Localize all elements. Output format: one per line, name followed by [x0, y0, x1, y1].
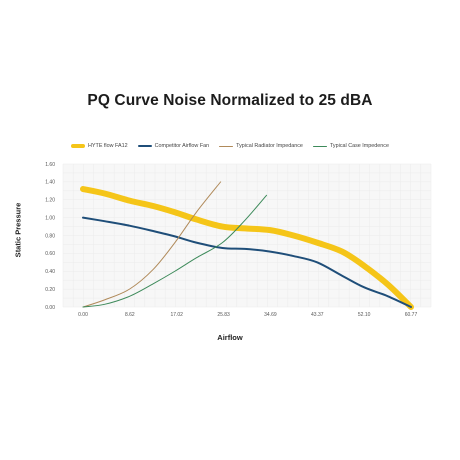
y-tick-label: 1.20	[45, 198, 55, 204]
y-tick-label: 0.80	[45, 233, 55, 239]
x-tick-label: 60.77	[405, 312, 418, 318]
legend-item-series-1: HYTE flow FA12	[71, 143, 128, 149]
x-tick-label: 34.69	[264, 312, 277, 318]
series-line-3	[82, 181, 222, 308]
y-tick-label: 1.40	[45, 180, 55, 186]
legend-label-series-1: HYTE flow FA12	[88, 143, 128, 149]
legend-swatch-series-3	[219, 145, 234, 147]
y-tick-label: 0.00	[45, 305, 55, 311]
chart-title: PQ Curve Noise Normalized to 25 dBA	[87, 92, 373, 109]
chart-legend: HYTE flow FA12 Competitor Airflow Fan Ty…	[0, 143, 460, 149]
legend-item-series-3: Typical Radiator Impedance	[219, 143, 303, 149]
legend-swatch-series-4	[312, 145, 327, 147]
legend-item-series-2: Competitor Airflow Fan	[137, 143, 210, 149]
legend-label-series-3: Typical Radiator Impedance	[236, 143, 303, 149]
y-tick-label: 0.20	[45, 287, 55, 293]
legend-label-series-4: Typical Case Impedence	[329, 143, 389, 149]
x-tick-label: 43.37	[311, 312, 324, 318]
y-tick-label: 0.40	[45, 269, 55, 275]
legend-swatch-series-1	[71, 144, 86, 148]
x-tick-label: 0.00	[78, 312, 88, 318]
x-tick-label: 17.02	[170, 312, 183, 318]
series-line-1	[80, 186, 414, 310]
series-line-2	[82, 216, 412, 308]
x-tick-label: 8.62	[125, 312, 135, 318]
legend-swatch-series-2	[137, 145, 152, 147]
x-tick-label: 25.83	[217, 312, 230, 318]
x-axis-title: Airflow	[217, 333, 243, 342]
series-line-4	[82, 194, 268, 308]
x-tick-label: 52.10	[358, 312, 371, 318]
legend-item-series-4: Typical Case Impedence	[312, 143, 389, 149]
y-tick-label: 1.00	[45, 215, 55, 221]
y-tick-label: 0.60	[45, 251, 55, 257]
y-tick-label: 1.60	[45, 162, 55, 168]
legend-label-series-2: Competitor Airflow Fan	[154, 143, 210, 149]
